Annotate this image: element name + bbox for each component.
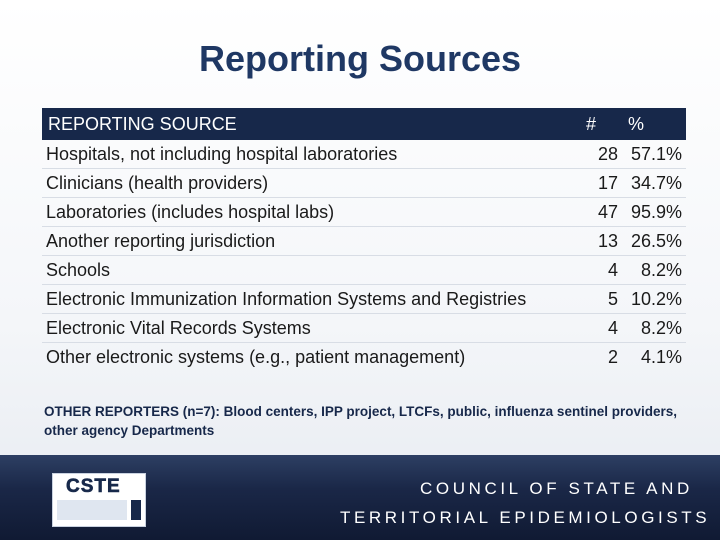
table-cell: Another reporting jurisdiction — [42, 226, 580, 256]
note: OTHER REPORTERS (n=7): Blood centers, IP… — [44, 404, 677, 438]
table-cell: 17 — [580, 168, 622, 198]
table-cell: 26.5% — [622, 226, 686, 256]
footer-line: COUNCIL OF STATE AND — [420, 479, 693, 498]
table-row: Another reporting jurisdiction 13 26.5% — [42, 226, 686, 256]
table-row: Laboratories (includes hospital labs) 47 9… — [42, 197, 686, 227]
table-cell: 13 — [580, 226, 622, 256]
table-cell: 57.1% — [630, 143, 682, 164]
table-cell: 47 — [580, 197, 622, 227]
logo-mark — [131, 500, 141, 520]
header-cell: # — [580, 108, 622, 140]
table-cell: 4 — [580, 255, 622, 285]
table-cell: Other electronic systems (e.g., patient … — [42, 342, 580, 371]
footer-line: TERRITORIAL EPIDEMIOLOGISTS — [340, 508, 711, 527]
sources-table: REPORTING SOURCE # % Hospitals, not incl… — [42, 108, 686, 371]
table-row: Schools 4 8.2% — [42, 255, 686, 285]
table-cell: 4 — [580, 313, 622, 343]
header-cell: % — [622, 108, 686, 140]
logo-text: CSTE — [66, 476, 121, 498]
table-cell: 95.9% — [622, 197, 686, 227]
logo — [52, 473, 146, 527]
table-cell: Hospitals, not including hospital labora… — [46, 143, 398, 164]
logo-graphic — [57, 500, 141, 520]
logo-map — [57, 500, 127, 520]
table-cell: Schools — [42, 255, 580, 285]
header-cell: REPORTING SOURCE — [42, 108, 580, 140]
table-body: Hospitals, not including hospital labora… — [42, 140, 686, 371]
table-cell: Laboratories (includes hospital labs) — [42, 197, 580, 227]
table-cell: 10.2% — [622, 284, 686, 314]
table-cell: 34.7% — [622, 168, 686, 198]
table-cell: Electronic Immunization Information Syst… — [42, 284, 580, 314]
table-header: REPORTING SOURCE # % — [42, 108, 686, 140]
table-cell: Clinicians (health providers) — [42, 168, 580, 198]
table-cell: Electronic Vital Records Systems — [42, 313, 580, 343]
table-cell: 8.2% — [622, 255, 686, 285]
slide-title: Reporting Sources — [198, 38, 522, 79]
table-row: Clinicians (health providers) 17 34.7% — [42, 168, 686, 198]
table-cell: 28 — [597, 143, 618, 164]
table-row: Electronic Vital Records Systems 4 8.2% — [42, 313, 686, 343]
table-row: Other electronic systems (e.g., patient … — [42, 342, 686, 371]
table-row: Electronic Immunization Information Syst… — [42, 284, 686, 314]
table-cell: 4.1% — [622, 342, 686, 371]
table-cell: 2 — [580, 342, 622, 371]
table-row: Hospitals, not including hospital labora… — [42, 140, 686, 169]
table-cell: 8.2% — [622, 313, 686, 343]
table-cell: 5 — [580, 284, 622, 314]
